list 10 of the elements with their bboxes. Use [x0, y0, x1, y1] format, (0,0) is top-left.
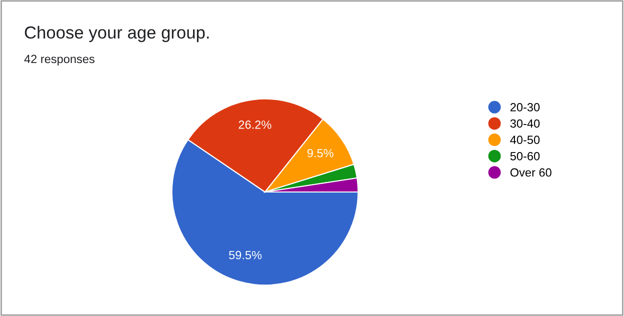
data-label: 26.2%	[238, 120, 272, 129]
legend-label: 50-60	[510, 152, 540, 160]
legend-label: 20-30	[510, 103, 540, 112]
text: 42 responses	[24, 54, 94, 66]
legend-label: Over 60	[510, 168, 552, 177]
legend-label: 30-40	[510, 119, 540, 128]
data-label: 59.5%	[229, 250, 262, 260]
data-label: 9.5%	[307, 148, 334, 158]
legend-label: 40-50	[510, 136, 540, 144]
chart-title: Choose your age group.	[24, 26, 209, 42]
